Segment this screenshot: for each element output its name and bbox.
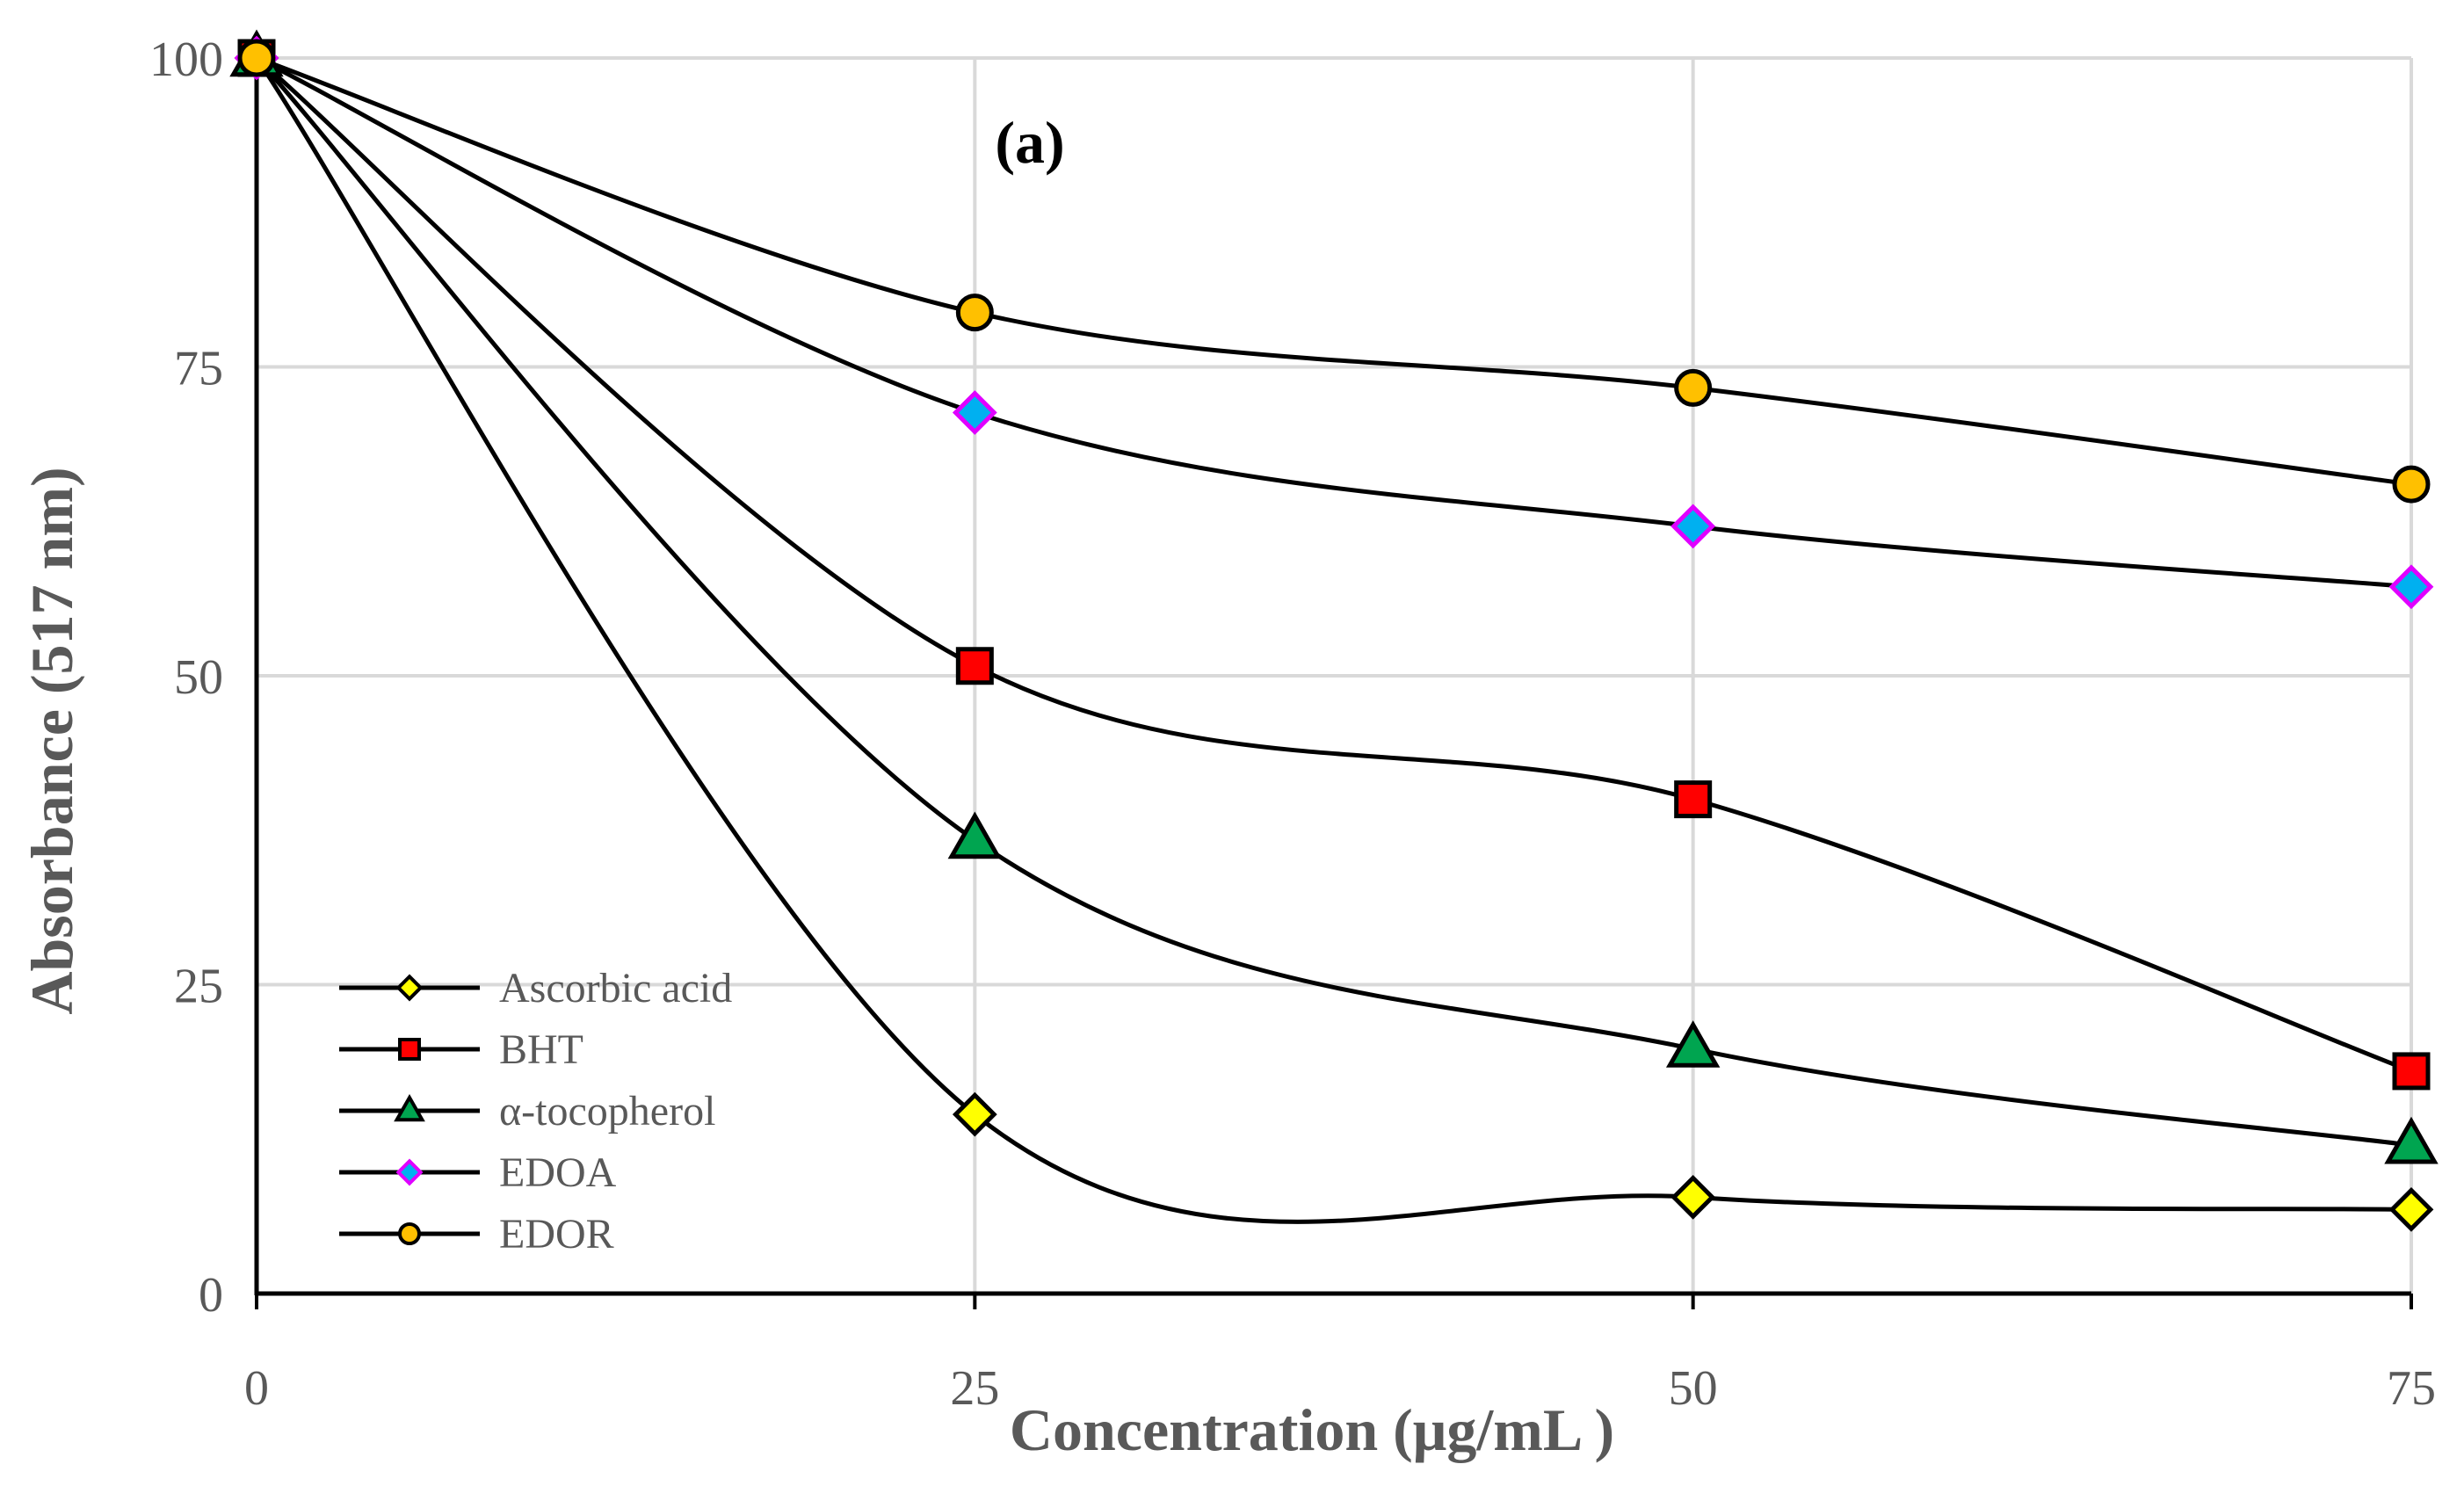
x-axis-title: Concentration (μg/mL ) bbox=[1010, 1396, 1614, 1463]
legend-item-edor: EDOR bbox=[339, 1211, 614, 1258]
series-line-edoa bbox=[254, 55, 2414, 590]
y-tick-label: 75 bbox=[174, 342, 223, 396]
legend-label: α-tocopherol bbox=[499, 1088, 715, 1134]
data-point-edoa bbox=[2388, 564, 2434, 610]
legend-marker-triangle bbox=[394, 1093, 425, 1122]
series-line-ascorbic-acid bbox=[254, 55, 2414, 1224]
legend-item-ascorbic-acid: Ascorbic acid bbox=[339, 965, 732, 1011]
data-point-tocopherol bbox=[1665, 1020, 1721, 1068]
y-tick-label: 50 bbox=[174, 650, 223, 705]
data-point-edor bbox=[955, 294, 994, 332]
data-point-bht bbox=[955, 647, 994, 685]
y-axis-title: Absorbance (517 nm) bbox=[18, 467, 85, 1014]
data-point-edor bbox=[237, 39, 276, 77]
series-line-edor bbox=[254, 55, 2414, 487]
x-tick-label: 75 bbox=[2387, 1361, 2436, 1416]
series-line-tocopherol bbox=[254, 55, 2414, 1148]
data-point-bht bbox=[1674, 780, 1713, 819]
data-point-ascorbic-acid bbox=[952, 1091, 997, 1137]
legend-label: EDOR bbox=[499, 1211, 614, 1258]
panel-label: (a) bbox=[995, 109, 1064, 176]
legend-marker-diamond bbox=[395, 1158, 424, 1186]
data-point-tocopherol bbox=[947, 811, 1003, 859]
legend-item-tocopherol: α-tocopherol bbox=[339, 1088, 715, 1134]
data-point-edoa bbox=[952, 390, 997, 435]
series-markers bbox=[229, 29, 2439, 1232]
legend-marker-square bbox=[398, 1038, 421, 1061]
legend-marker-diamond bbox=[395, 974, 424, 1002]
legend-marker-circle bbox=[398, 1222, 421, 1245]
x-tick-label: 50 bbox=[1669, 1361, 1718, 1416]
series-line-bht bbox=[254, 55, 2414, 1074]
series-lines bbox=[254, 55, 2414, 1224]
legend-label: BHT bbox=[499, 1026, 583, 1073]
legend-item-bht: BHT bbox=[339, 1026, 583, 1073]
y-tick-label: 0 bbox=[199, 1268, 223, 1323]
data-point-ascorbic-acid bbox=[2388, 1187, 2434, 1232]
y-tick-label: 25 bbox=[174, 960, 223, 1014]
axes bbox=[254, 53, 2413, 1309]
data-point-edor bbox=[2392, 465, 2431, 504]
tick-labels: 0 25 50 75 100 0 25 50 75 bbox=[149, 33, 2436, 1416]
legend-label: Ascorbic acid bbox=[499, 965, 732, 1011]
data-point-tocopherol bbox=[2384, 1116, 2439, 1164]
y-tick-label: 100 bbox=[149, 33, 223, 87]
data-point-edoa bbox=[1670, 504, 1716, 549]
legend-item-edoa: EDOA bbox=[339, 1149, 617, 1196]
x-tick-label: 0 bbox=[244, 1361, 269, 1416]
legend: Ascorbic acid BHT α-tocopherol EDOA EDOR bbox=[339, 965, 732, 1258]
data-point-ascorbic-acid bbox=[1670, 1174, 1716, 1220]
data-point-bht bbox=[2392, 1052, 2431, 1091]
x-tick-label: 25 bbox=[950, 1361, 999, 1416]
legend-label: EDOA bbox=[499, 1149, 617, 1196]
data-point-edor bbox=[1674, 368, 1713, 407]
